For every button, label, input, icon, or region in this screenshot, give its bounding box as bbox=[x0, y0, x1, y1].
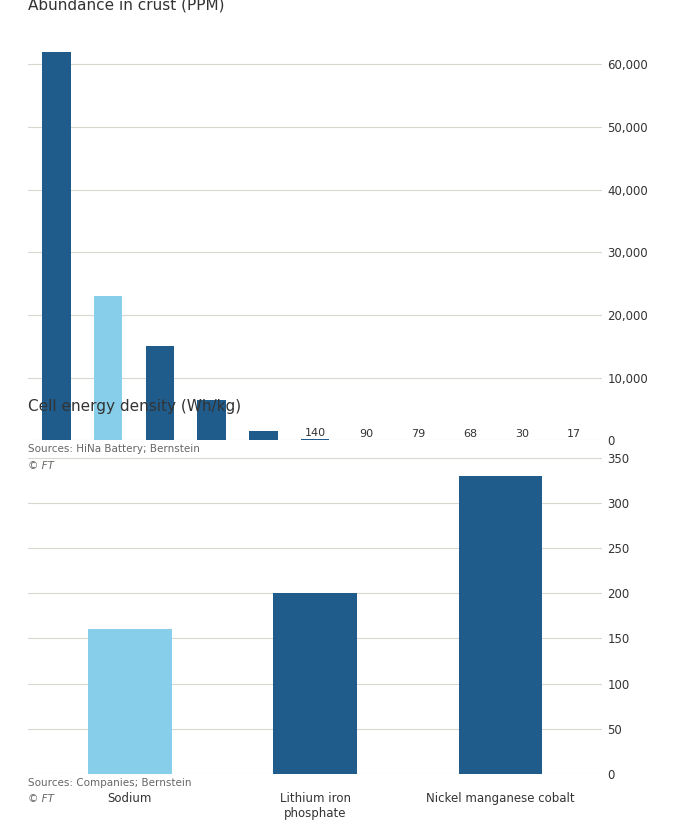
Text: © FT: © FT bbox=[28, 794, 54, 804]
Text: Sodium: Sodium bbox=[86, 481, 130, 494]
Bar bbox=[88, 630, 172, 774]
Bar bbox=[42, 52, 71, 440]
Text: © FT: © FT bbox=[28, 461, 54, 471]
Text: Cell energy density (Wh/kg): Cell energy density (Wh/kg) bbox=[28, 398, 241, 414]
Bar bbox=[301, 439, 329, 440]
Text: Cobalt: Cobalt bbox=[503, 481, 541, 494]
Bar bbox=[146, 346, 174, 440]
Text: 30: 30 bbox=[514, 429, 528, 439]
Text: Chromium: Chromium bbox=[284, 481, 346, 494]
Bar bbox=[94, 296, 122, 440]
Bar bbox=[458, 477, 542, 774]
Text: 140: 140 bbox=[304, 429, 326, 439]
Bar bbox=[249, 431, 277, 440]
Text: 68: 68 bbox=[463, 429, 477, 439]
Text: Sources: HiNa Battery; Bernstein: Sources: HiNa Battery; Bernstein bbox=[28, 444, 200, 454]
Bar bbox=[273, 593, 357, 774]
Text: 90: 90 bbox=[360, 429, 374, 439]
Text: Sources: Companies; Bernstein: Sources: Companies; Bernstein bbox=[28, 778, 192, 788]
Bar bbox=[197, 400, 226, 440]
Text: 79: 79 bbox=[412, 429, 426, 439]
Text: Titanium: Titanium bbox=[186, 481, 237, 494]
Text: Zinc: Zinc bbox=[406, 481, 431, 494]
Text: Abundance in crust (PPM): Abundance in crust (PPM) bbox=[28, 0, 225, 12]
Text: 17: 17 bbox=[566, 430, 580, 439]
